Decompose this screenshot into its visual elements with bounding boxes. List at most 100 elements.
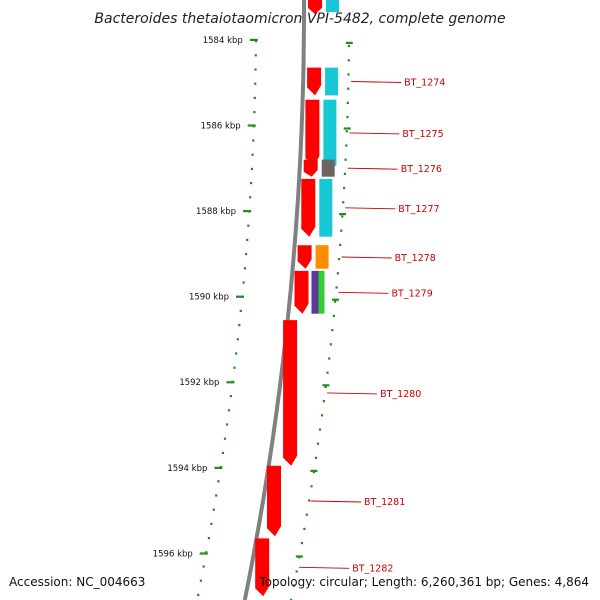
minor-tick [342, 201, 345, 204]
minor-tick [338, 258, 341, 261]
minor-tick [212, 508, 215, 511]
gene-layer [255, 0, 339, 597]
minor-tick [300, 542, 303, 545]
gene-arrow-bt_1279[interactable] [294, 270, 309, 314]
gene-label-bt_1279[interactable]: BT_1279 [392, 288, 433, 299]
gene-arrow-bt_1276[interactable] [303, 159, 318, 177]
minor-tick [217, 480, 220, 483]
minor-tick [215, 494, 218, 497]
minor-tick [318, 428, 322, 431]
minor-tick [254, 68, 257, 71]
gene-label-bt_1281[interactable]: BT_1281 [364, 497, 405, 508]
genome-summary-text: Topology: circular; Length: 6,260,361 bp… [258, 575, 589, 589]
minor-tick [205, 551, 208, 554]
minor-tick [347, 59, 350, 62]
minor-tick [227, 409, 231, 412]
scale-label: 1596 kbp [153, 549, 193, 559]
gene-label-bt_1280[interactable]: BT_1280 [380, 389, 421, 400]
gene-arrow-bt_1278[interactable] [297, 245, 312, 269]
minor-tick [197, 593, 200, 596]
minor-tick [346, 101, 349, 104]
gene-leader-line [347, 167, 398, 170]
gene-label-bt_1277[interactable]: BT_1277 [398, 204, 439, 215]
gene-arrow-upstream[interactable] [308, 0, 322, 14]
scale-label: 1592 kbp [179, 378, 219, 388]
cog-box-bt_1274[interactable] [325, 67, 339, 96]
minor-tick [316, 442, 320, 445]
gene-label-bt_1278[interactable]: BT_1278 [395, 253, 436, 264]
gene-arrow-bt_1274[interactable] [307, 67, 322, 96]
cog-box-bt_1278[interactable] [315, 245, 329, 269]
minor-tick [236, 338, 239, 341]
gene-arrow-bt_1275[interactable] [305, 99, 320, 167]
gene-label-bt_1275[interactable]: BT_1275 [402, 129, 443, 140]
backbone-layer [242, 0, 306, 600]
gene-arrow-bt_1281[interactable] [267, 465, 281, 537]
gene-arrow-bt_1280[interactable] [283, 320, 298, 466]
major-tick [310, 469, 318, 472]
genome-backbone [242, 0, 306, 600]
minor-tick [247, 224, 250, 227]
major-tick [214, 466, 223, 469]
minor-tick [235, 352, 238, 355]
scale-label: 1584 kbp [203, 36, 243, 46]
major-tick [199, 552, 208, 555]
gene-leader-line [349, 132, 400, 135]
minor-tick [238, 324, 241, 327]
minor-tick [343, 172, 346, 175]
minor-tick [295, 570, 298, 573]
cog-box-bt_1276[interactable] [321, 159, 335, 177]
map-title: Bacteroides thetaiotaomicron VPI-5482, c… [94, 11, 505, 27]
minor-tick [254, 40, 257, 43]
minor-tick [314, 456, 317, 459]
minor-tick [221, 451, 224, 454]
minor-tick [243, 267, 246, 270]
minor-tick [322, 400, 325, 403]
minor-tick [249, 196, 252, 199]
minor-tick [245, 253, 248, 256]
minor-tick [290, 598, 293, 600]
minor-tick [326, 371, 329, 374]
minor-tick [346, 116, 349, 119]
minor-tick [239, 309, 242, 312]
minor-tick [225, 423, 229, 426]
cog-box-bt_1275[interactable] [323, 99, 337, 166]
gene-arrow-bt_1277[interactable] [301, 178, 316, 237]
minor-tick [199, 579, 202, 582]
gene-leader-line [341, 256, 392, 259]
scale-label: 1588 kbp [196, 207, 236, 217]
minor-tick [251, 153, 254, 156]
minor-tick [324, 385, 327, 388]
cog-box-bt_1279-b[interactable] [318, 270, 325, 314]
major-tick [247, 124, 256, 127]
minor-tick [320, 414, 324, 417]
minor-tick [345, 144, 348, 147]
gene-label-bt_1276[interactable]: BT_1276 [401, 164, 442, 175]
minor-tick [252, 139, 255, 142]
major-tick [345, 41, 353, 44]
minor-tick [341, 215, 344, 218]
major-tick [236, 295, 244, 298]
major-tick [339, 213, 347, 216]
scale-label: 1594 kbp [167, 464, 207, 474]
cog-box-bt_1279-a[interactable] [311, 270, 319, 314]
minor-tick [312, 471, 315, 474]
gene-label-bt_1274[interactable]: BT_1274 [404, 78, 445, 89]
minor-tick [254, 54, 257, 57]
gene-label-bt_1282[interactable]: BT_1282 [352, 563, 393, 574]
minor-tick [242, 281, 245, 284]
scale-label-layer: 1584 kbp 1586 kbp 1588 kbp 1590 kbp 1592 kbp… [153, 36, 353, 559]
minor-tick [254, 82, 257, 85]
minor-tick [339, 243, 342, 246]
major-tick [295, 555, 303, 558]
gene-leader-line [299, 566, 350, 569]
gene-leader-line [351, 81, 402, 83]
minor-tick [233, 366, 236, 369]
minor-tick [250, 167, 253, 170]
minor-tick [292, 584, 295, 587]
gene-arrow-bt_1282[interactable] [255, 538, 270, 597]
minor-tick [347, 45, 350, 48]
minor-tick [305, 513, 308, 516]
cog-box-bt_1277[interactable] [319, 178, 333, 237]
